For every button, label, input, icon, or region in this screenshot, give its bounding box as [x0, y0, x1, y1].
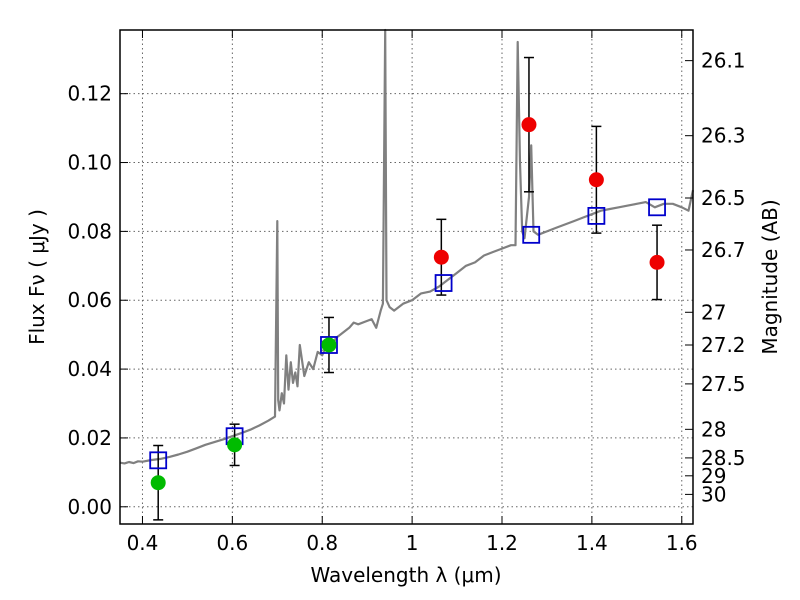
plot-background [120, 30, 693, 524]
right-tick-label: 26.5 [701, 186, 746, 210]
x-tick-label: 0.8 [306, 531, 338, 555]
right-tick-label: 29 [701, 464, 726, 488]
red-point [521, 117, 537, 133]
green-point [321, 337, 337, 353]
y-axis-title: Flux Fν ( μJy ) [25, 209, 49, 345]
markers [149, 56, 666, 521]
spectrum-line [119, 28, 695, 465]
ticks: 0.4 0.6 0.8 1 1.2 1.4 1.6 0.00 0.02 0.04 0.06 0.08 0… [67, 30, 746, 555]
x-axis-title: Wavelength λ (μm) [310, 563, 501, 587]
right-tick-label: 27.2 [701, 333, 746, 357]
y-right-axis-title: Magnitude (AB) [758, 199, 782, 354]
model-square [587, 206, 606, 225]
green-point [227, 437, 243, 453]
x-tick-label: 1.4 [576, 531, 608, 555]
right-tick-label: 28 [701, 417, 726, 441]
spectrum [119, 28, 695, 465]
model-square [149, 451, 168, 470]
right-tick-label: 30 [701, 482, 726, 506]
y-tick-label: 0.04 [67, 357, 112, 381]
model-square [522, 225, 541, 244]
right-tick-label: 28.5 [701, 446, 746, 470]
model-square [648, 198, 666, 217]
x-tick-label: 0.6 [216, 531, 248, 555]
y-tick-label: 0.02 [67, 426, 112, 450]
green-point [150, 475, 166, 491]
model-square [320, 336, 338, 354]
y-tick-label: 0.06 [67, 288, 112, 312]
y-tick-label: 0.00 [67, 495, 112, 519]
x-tick-label: 1 [406, 531, 419, 555]
x-tick-label: 1.6 [666, 531, 698, 555]
right-tick-label: 26.3 [701, 124, 746, 148]
right-tick-label: 26.1 [701, 49, 746, 73]
x-tick-label: 0.4 [127, 531, 159, 555]
red-point [433, 249, 449, 265]
red-point [588, 172, 604, 188]
red-point [649, 254, 665, 270]
grid [120, 30, 693, 524]
plot-frame [119, 29, 694, 525]
right-tick-label: 27.5 [701, 372, 746, 396]
right-tick-label: 26.7 [701, 238, 746, 262]
right-tick-label: 27 [701, 300, 726, 324]
y-tick-label: 0.12 [67, 82, 112, 106]
model-square [434, 274, 453, 292]
y-tick-label: 0.08 [67, 219, 112, 243]
y-tick-label: 0.10 [67, 151, 112, 175]
x-tick-label: 1.2 [486, 531, 518, 555]
